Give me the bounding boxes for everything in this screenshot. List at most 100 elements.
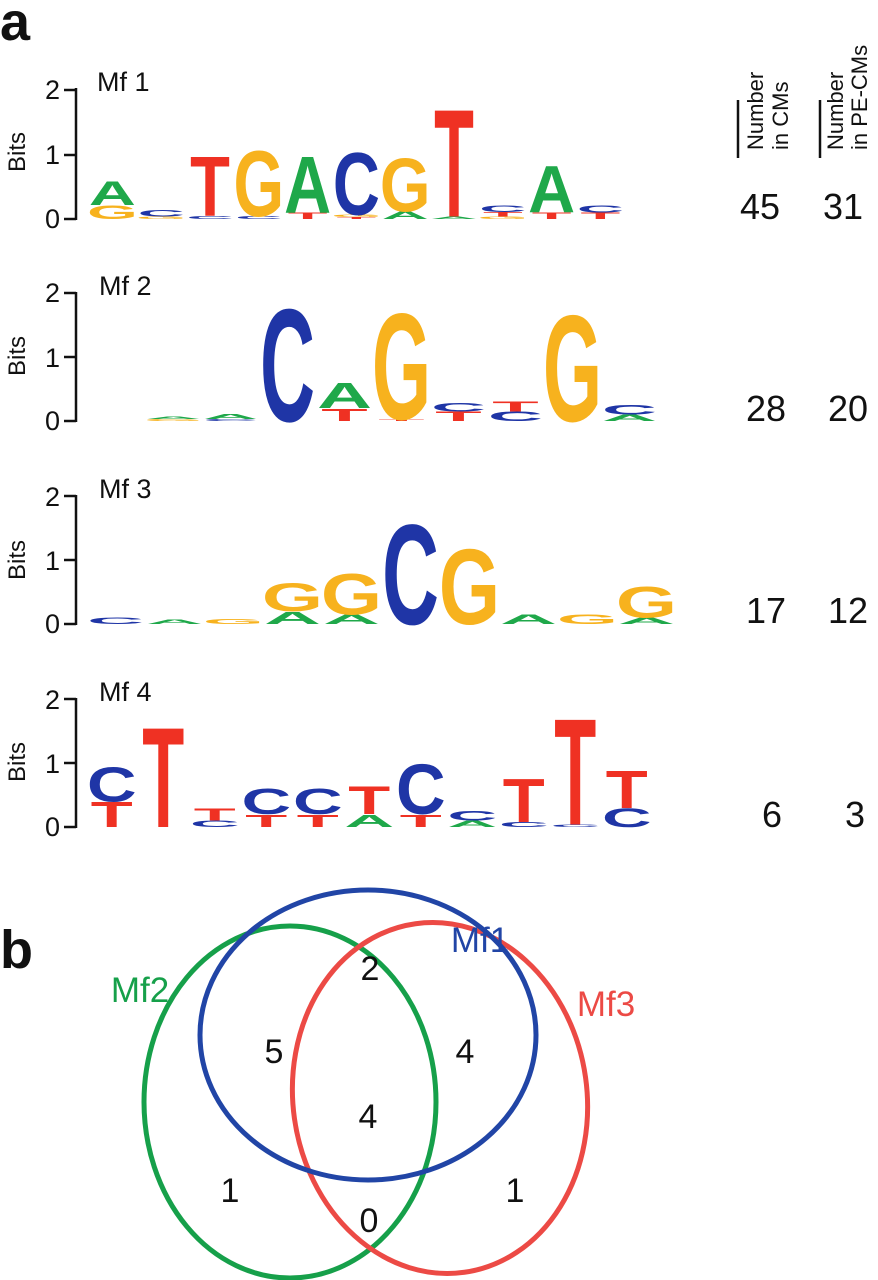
logo-letter-C: C [235,215,282,220]
logo-letter-G: G [439,527,500,647]
logo-letter-A: A [344,811,394,831]
logo-letter-C: C [499,821,549,829]
logo-letter-G: G [372,282,431,451]
venn-circle-mf3 [289,920,591,1276]
logo-letter-C: C [577,204,624,215]
logo-letter-G: G [543,284,602,453]
logo-letter-G: G [331,214,382,218]
logo-letter-G: G [203,617,264,625]
y-tick-1: 1 [45,140,60,170]
y-axis-label: Bits [4,540,31,580]
y-tick-0: 0 [45,812,60,842]
column-header-pe-cms-line-1: Number [823,72,848,150]
motif-name: Mf 3 [99,474,152,504]
logo-letter-A: A [203,413,258,421]
logo-letter-T: T [606,760,648,820]
logo-letter-A: A [602,413,657,423]
y-axis-label: Bits [4,132,31,172]
logo-letter-A: A [89,174,136,212]
logo-letter-G: G [380,143,431,228]
logo-letter-C: C [479,204,526,214]
logo-letter-C: C [431,401,486,414]
motif-name: Mf 1 [97,67,150,97]
logo-letter-T: T [400,811,442,831]
column-header-cms-line-2: in CMs [768,82,793,150]
column-header-cms: Number in CMs [736,72,793,158]
logo-letter-G: G [616,577,677,627]
logo-letter-T: T [288,211,328,221]
logo-letter-A: A [284,140,331,230]
count-in-cms: 28 [746,388,786,429]
logo-letter-A: A [500,612,557,627]
venn-label-mf1: Mf1 [451,921,509,960]
venn-label-mf2: Mf2 [111,971,169,1010]
logo-letter-T: T [245,811,287,831]
venn-count-all-three: 4 [359,1098,378,1136]
y-tick-2: 2 [45,685,60,715]
logo-letter-G: G [233,132,284,237]
venn-circle-mf1 [197,887,539,1183]
logo-letter-C: C [382,496,439,655]
logo-letter-C: C [396,750,446,830]
logo-letter-T: T [435,409,481,424]
motif-name: Mf 4 [99,677,152,707]
logo-letter-T: T [503,766,545,836]
logo-letter-C: C [602,403,657,418]
logo-letter-C: C [241,782,291,822]
logo-letter-C: C [333,133,380,234]
venn-diagram: Mf1 Mf2 Mf3 2 5 4 4 1 0 1 [111,887,635,1280]
count-in-pe-cms: 12 [828,590,868,631]
logo-letter-T: T [321,405,368,425]
logo-letter-C: C [602,803,652,833]
logo-letter-C: C [550,824,600,828]
logo-letter-A: A [431,216,478,220]
logo-letter-A: A [382,209,429,221]
venn-label-mf3: Mf3 [577,985,635,1024]
logo-letter-T: T [337,217,377,220]
y-tick-1: 1 [45,749,60,779]
logo-letter-T: T [91,794,133,834]
logo-letter-C: C [138,208,185,218]
venn-count-mf2-only: 1 [221,1172,240,1210]
count-in-cms: 45 [740,186,780,227]
venn-count-mf2-mf3: 0 [360,1202,379,1240]
y-tick-2: 2 [45,482,60,512]
motif-logo-3: Mf 3 Bits 0 1 2 C A G AG AG C G A G AG 17 12 [4,474,868,655]
column-header-pe-cms-line-2: in PE-CMs [847,45,872,150]
y-axis-label: Bits [4,336,31,376]
logo-letter-C: C [447,809,497,824]
logo-letter-A: A [323,612,380,627]
y-tick-1: 1 [45,343,60,373]
logo-letter-C: C [87,616,144,626]
count-in-cms: 6 [762,794,782,835]
panel-b-letter: b [0,920,33,980]
logo-letter-T: T [194,805,236,825]
logo-letter-G: G [321,561,382,627]
logo-letter-G: G [262,575,323,620]
count-in-pe-cms: 31 [823,186,863,227]
logo-letter-A: A [317,376,372,416]
logo-letter-A: A [528,152,575,227]
logo-letter-T: T [378,419,425,422]
motif-name: Mf 2 [99,271,152,301]
venn-circle-mf2 [141,923,439,1280]
logo-letter-C: C [190,819,240,829]
logo-letter-T: T [581,211,621,221]
logo-letter-G: G [87,201,138,223]
logo-letter-C: C [87,757,137,812]
logo-letter-T: T [532,211,572,221]
logo-letter-T: T [434,78,474,250]
logo-letter-G: G [477,216,528,220]
logo-letter-C: C [293,782,343,822]
logo-letter-C: C [203,419,258,422]
logo-letter-G: G [144,419,203,422]
y-tick-0: 0 [45,204,60,234]
count-in-pe-cms: 20 [828,388,868,429]
y-tick-0: 0 [45,609,60,639]
logo-letter-A: A [264,608,321,628]
logo-letter-A: A [146,618,203,625]
y-tick-0: 0 [45,406,60,436]
